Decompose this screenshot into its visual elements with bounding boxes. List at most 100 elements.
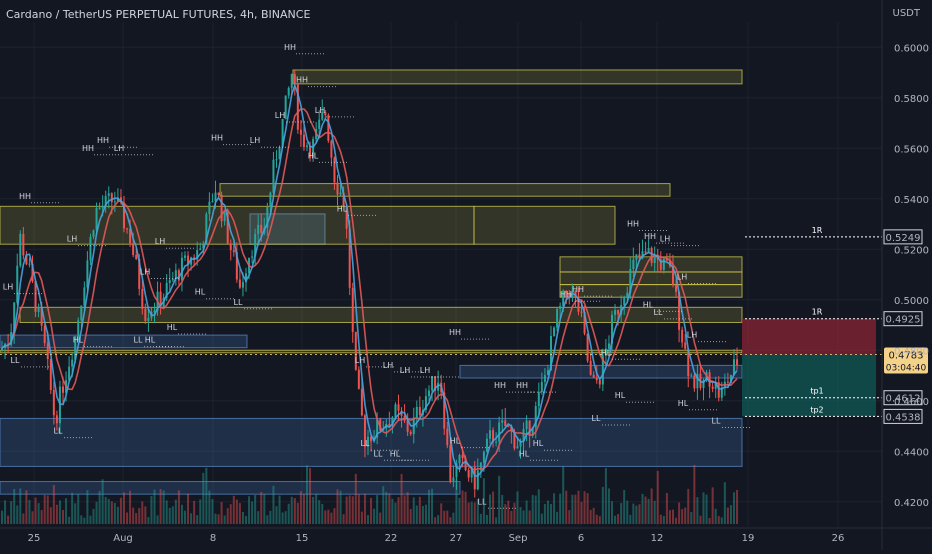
volume-bars [1,464,739,524]
swing-label: LH [140,268,150,277]
volume-bar [717,516,720,524]
volume-bar [251,501,254,524]
swing-label: LL [592,414,601,423]
candle-body [653,255,656,263]
volume-bar [592,507,595,524]
volume-bar [65,498,68,524]
volume-bar [68,516,71,524]
candle-body [31,263,34,282]
candle-body [62,386,64,393]
volume-bar [107,498,110,524]
volume-bar [92,508,95,524]
volume-bar [586,493,589,524]
candle-body [534,406,537,428]
volume-bar [345,496,348,524]
volume-bar [684,507,687,524]
volume-bar [312,496,315,524]
volume-bar [132,507,135,524]
candle-body [208,201,211,215]
volume-bar [43,495,46,524]
swing-label: LH [250,136,260,145]
candle-body [479,462,482,471]
candle-body [434,376,437,391]
candle-body [443,392,446,429]
volume-bar [635,505,638,524]
candle-body [446,428,449,446]
moving-averages [1,82,738,477]
volume-bar [421,505,424,524]
candle-body [489,430,491,439]
volume-bar [626,500,629,524]
swing-label: LL [712,416,721,425]
volume-bar [668,510,671,524]
volume-bar [479,513,482,524]
volume-bar [489,494,491,524]
volume-bar [129,490,132,524]
candle-body [223,212,226,222]
swing-label: LL [134,336,143,345]
volume-bar [702,492,705,524]
swing-label: HH [97,136,109,145]
level-label: tp1 [810,387,823,396]
volume-bar [22,513,25,524]
volume-bar [653,500,656,524]
swing-label: LL [361,439,370,448]
volume-bar [708,517,711,524]
candle-body [583,311,586,334]
x-axis[interactable]: 25 Aug 8 15 22 27 Sep 6 12 19 26 [0,527,932,544]
volume-bar [580,501,583,524]
support-zone [249,213,326,245]
candle-body [690,375,693,377]
swing-label: HL [167,323,178,332]
risk-reward-box[interactable]: 1R 0.5249 1R 0.4925 tp1 0.4612 tp2 0.4538 0.4783… [0,226,928,424]
volume-bar [568,510,571,524]
volume-bar [156,515,159,524]
volume-bar [10,501,13,524]
volume-bar [531,494,534,524]
volume-bar [193,500,196,524]
volume-bar [437,515,440,524]
candle-body [565,290,568,294]
volume-bar [147,517,150,524]
volume-bar [171,506,174,524]
volume-bar [662,516,665,524]
candle-body [516,446,519,449]
candle-body [678,291,681,330]
volume-bar [150,496,153,524]
candle-body [202,244,205,249]
candle-body [550,335,552,371]
support-zone [0,481,461,495]
candle-body [77,320,80,337]
swing-label: LH [315,106,325,115]
candle-body [241,282,244,288]
candle-body [360,388,363,416]
candle-body [184,255,186,258]
y-tick-label: 0.4400 [894,447,929,458]
swing-label: HL [145,336,156,345]
volume-bar [86,490,89,524]
volume-bar [617,514,620,524]
volume-bar [202,472,205,524]
swing-label: HH [296,76,308,85]
swing-label: HL [308,151,319,160]
candle-body [717,382,720,398]
candle-body [492,430,495,443]
volume-bar [324,510,327,524]
y-tick-label: 0.5200 [894,245,929,256]
volume-bar [62,510,64,524]
volume-bar [620,503,623,524]
candle-body [138,258,141,290]
level-label: tp2 [810,405,823,414]
candle-body [659,259,662,270]
y-axis[interactable]: 0.6000 0.5800 0.5600 0.5400 0.5200 0.5000 0.48… [881,0,929,550]
candle-body [525,420,528,430]
volume-bar [510,510,513,524]
volume-bar [266,515,269,524]
volume-bar [434,517,437,524]
volume-bar [318,500,321,524]
candle-body [238,279,241,288]
volume-bar [83,517,86,524]
swing-label: HH [560,290,572,299]
